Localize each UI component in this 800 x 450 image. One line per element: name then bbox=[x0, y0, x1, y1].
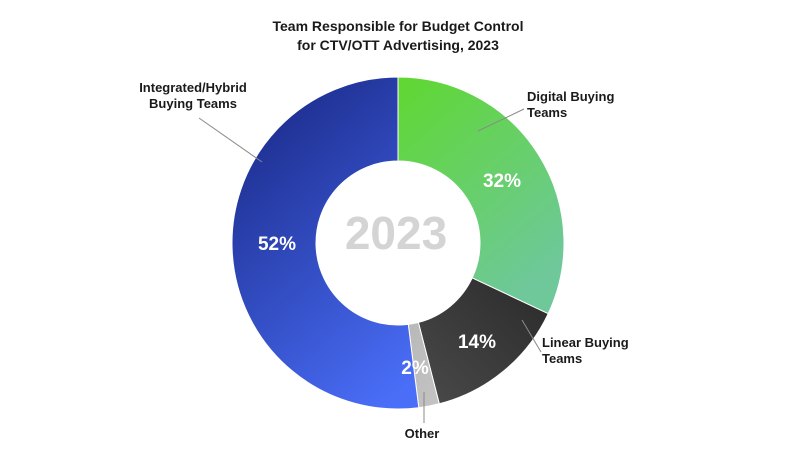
center-year-label: 2023 bbox=[345, 207, 447, 259]
value-label-integrated-hybrid-buying-teams: 52% bbox=[258, 234, 296, 255]
value-label-other: 2% bbox=[401, 358, 429, 379]
slice-digital-buying-teams bbox=[397, 76, 565, 315]
value-label-digital-buying-teams: 32% bbox=[483, 171, 521, 192]
leader-line-integrated-hybrid-buying-teams bbox=[198, 117, 263, 163]
value-label-linear-buying-teams: 14% bbox=[458, 332, 496, 353]
category-label-other: Other bbox=[405, 426, 440, 441]
slice-integrated-hybrid-buying-teams bbox=[231, 76, 420, 410]
category-label-integrated-hybrid-buying-teams: Integrated/Hybrid Buying Teams bbox=[139, 80, 247, 111]
category-label-digital-buying-teams: Digital Buying Teams bbox=[527, 89, 614, 120]
chart-title-line-2: for CTV/OTT Advertising, 2023 bbox=[297, 37, 499, 53]
leader-line-linear-buying-teams bbox=[521, 319, 542, 353]
chart-title-line-1: Team Responsible for Budget Control bbox=[273, 18, 524, 34]
category-label-linear-buying-teams: Linear Buying Teams bbox=[542, 335, 629, 366]
leader-line-digital-buying-teams bbox=[477, 108, 525, 132]
